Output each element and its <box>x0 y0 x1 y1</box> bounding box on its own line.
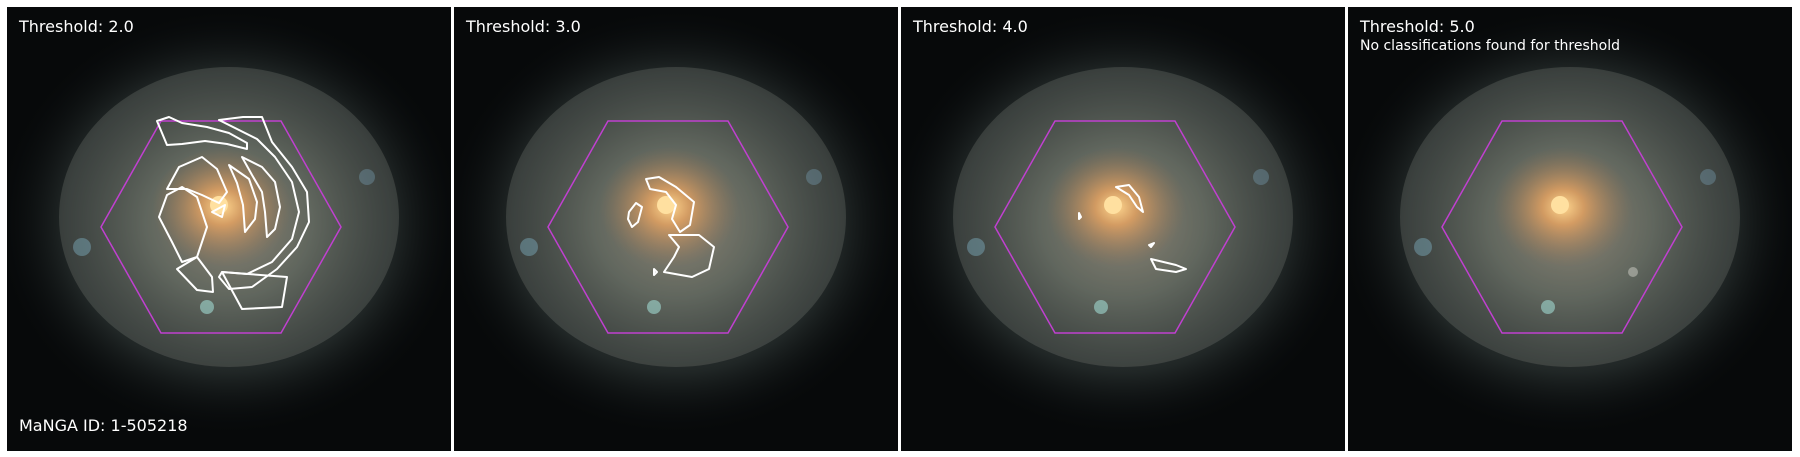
galaxy-panel-threshold-3: Threshold: 3.0 <box>454 7 898 451</box>
ifu-hexagon <box>1441 120 1683 334</box>
ifu-hexagon <box>100 120 342 334</box>
galaxy-panel-threshold-5: Threshold: 5.0 No classifications found … <box>1348 7 1792 451</box>
galaxy-panel-threshold-4: Threshold: 4.0 <box>901 7 1345 451</box>
classification-contours <box>1078 184 1187 273</box>
ifu-hexagon <box>547 120 789 334</box>
galaxy-image <box>1348 7 1792 451</box>
classification-contours <box>627 176 715 278</box>
galaxy-image <box>7 7 451 451</box>
galaxy-image <box>454 7 898 451</box>
galaxy-panel-threshold-2: Threshold: 2.0 MaNGA ID: 1-505218 <box>7 7 451 451</box>
ifu-hexagon <box>994 120 1236 334</box>
galaxy-image <box>901 7 1345 451</box>
classification-contours <box>156 116 310 310</box>
